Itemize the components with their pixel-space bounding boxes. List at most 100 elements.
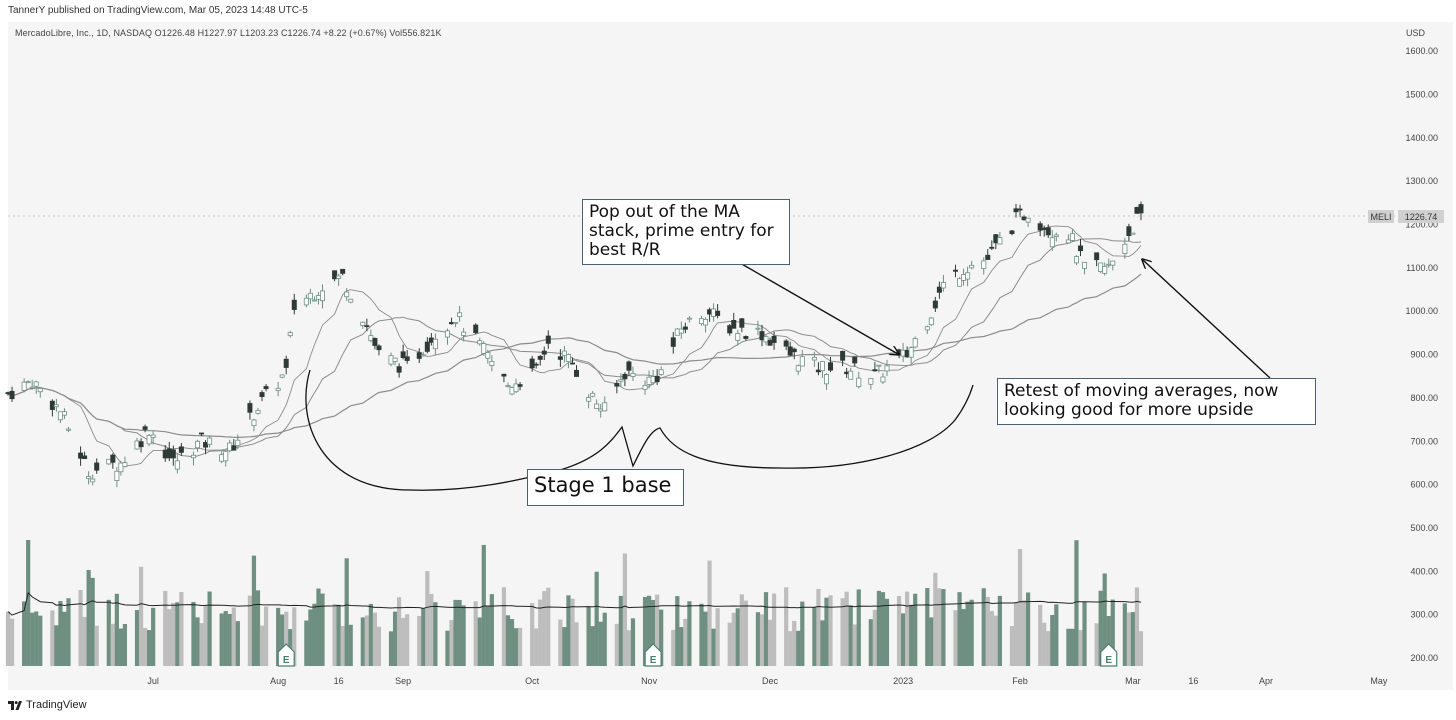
footer-bar (0, 690, 1456, 720)
candle-body (416, 352, 422, 359)
volume-bar (421, 608, 426, 666)
x-axis: Jul Aug 16 Sep Oct Nov Dec 2023 Feb Mar 16 Apr May (147, 676, 1387, 686)
volume-bar (687, 601, 692, 666)
candle-body (444, 330, 450, 338)
volume-bar (784, 587, 789, 666)
volume-bar (417, 615, 422, 666)
candle-body (142, 426, 148, 430)
volume-bar (739, 594, 744, 666)
candle-body (146, 435, 152, 445)
volume-bar (800, 601, 805, 666)
candle-body (178, 446, 184, 453)
volume-bar (163, 590, 168, 666)
volume-bar (433, 602, 438, 666)
volume-bar (989, 611, 994, 666)
volume-bar (614, 623, 619, 666)
volume-bar (449, 620, 454, 666)
volume-bar (602, 612, 607, 666)
volume-bar (1066, 628, 1071, 666)
volume-bar (546, 587, 551, 666)
earnings-marker[interactable]: E (644, 643, 662, 667)
volume-bar (94, 625, 99, 666)
y-tick-label: 900.00 (1410, 350, 1438, 360)
candle-body (787, 346, 793, 356)
candle-body (755, 327, 761, 330)
candle-body (150, 434, 156, 438)
candle-body (396, 366, 402, 373)
volume-bar (477, 617, 482, 666)
volume-bar (965, 601, 970, 666)
tradingview-logo[interactable]: TradingView (8, 699, 87, 711)
candle-body (590, 392, 596, 397)
candle-body (1013, 208, 1019, 213)
volume-bar (852, 624, 857, 666)
candle-body (1106, 263, 1112, 266)
candle-body (332, 270, 338, 280)
candle-body (311, 299, 317, 302)
candle-body (715, 310, 721, 316)
candle-body (110, 454, 116, 463)
candle-body (1017, 208, 1023, 211)
volume-bar (134, 610, 140, 666)
earnings-marker[interactable]: E (1100, 643, 1118, 667)
volume-bar (961, 609, 966, 666)
ma-line (7, 273, 1142, 439)
candle-body (251, 419, 257, 426)
candle-body (90, 478, 96, 483)
volume-bar (489, 594, 494, 666)
volume-bar (82, 616, 87, 666)
volume-bar (316, 588, 321, 666)
candle-body (670, 337, 676, 347)
candle-body (432, 338, 438, 350)
candle-body (908, 347, 914, 358)
chart-area[interactable] (8, 22, 1453, 690)
candle-body (473, 324, 479, 334)
earnings-marker-label: E (283, 655, 290, 666)
volume-bar (796, 630, 801, 666)
candle-body (602, 402, 608, 412)
candle-body (1073, 256, 1079, 264)
candle-body (1037, 223, 1043, 231)
candle-body (981, 260, 987, 270)
volume-bar (501, 587, 507, 666)
volume-bar (828, 595, 833, 666)
volume-bar (1094, 623, 1099, 666)
candle-body (989, 246, 995, 249)
y-tick-label: 1500.00 (1405, 89, 1438, 99)
earnings-marker[interactable]: E (277, 643, 295, 667)
candle-body (247, 403, 253, 413)
candle-body (1049, 237, 1055, 248)
candle-body (9, 390, 15, 400)
candle-body (65, 428, 71, 431)
volume-bar (586, 606, 591, 666)
volume-bar (788, 631, 793, 666)
volume-bar (876, 590, 882, 666)
volume-bar (372, 612, 378, 666)
volume-bar (792, 620, 797, 666)
candle-body (428, 337, 434, 343)
volume-bar (38, 615, 43, 666)
candle-body (255, 410, 261, 414)
candle-body (25, 381, 31, 384)
candle-body (791, 348, 797, 353)
volume-bar (1042, 622, 1047, 666)
volume-bar (1110, 599, 1115, 666)
volume-bar (401, 617, 406, 666)
x-tick-label: 16 (1188, 676, 1198, 686)
candle-body (678, 328, 684, 334)
volume-bar (844, 591, 849, 666)
volume-bar (227, 613, 232, 666)
volume-bar (151, 607, 156, 666)
volume-bar (235, 621, 240, 666)
candle-body (122, 462, 128, 468)
volume-bar (570, 598, 575, 666)
volume-bar (364, 615, 369, 666)
candle-body (557, 356, 563, 360)
earnings-marker-shape (277, 643, 295, 667)
volume-bar (425, 571, 430, 666)
candle-body (138, 441, 144, 448)
volume-bar (1025, 592, 1031, 666)
pop-out-annotation: Pop out of the MA stack, prime entry for… (582, 199, 790, 265)
